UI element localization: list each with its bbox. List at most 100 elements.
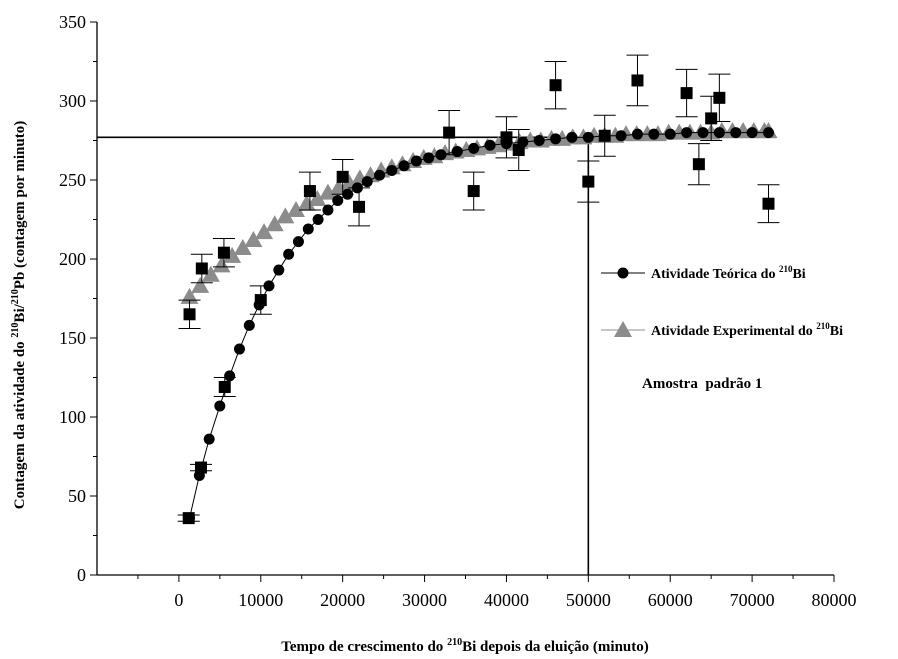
- x-axis-title-prefix: Tempo de crescimento do: [281, 639, 447, 655]
- x-tick-label: 30000: [402, 590, 447, 610]
- legend-label-theoretical-sup: 210: [779, 264, 793, 274]
- theoretical-point: [292, 236, 304, 248]
- measured-point: [303, 185, 316, 198]
- theoretical-point: [664, 128, 676, 140]
- y-tick-label: 350: [59, 12, 86, 32]
- measured-point: [549, 79, 562, 92]
- theoretical-point: [730, 127, 742, 139]
- y-tick-label: 300: [59, 91, 86, 111]
- x-tick-label: 60000: [648, 590, 693, 610]
- x-tick-label: 50000: [566, 590, 611, 610]
- y-axis-title-part2: Bi/: [12, 303, 28, 322]
- theoretical-point: [615, 130, 627, 142]
- experimental-point: [212, 256, 231, 273]
- experimental-point: [191, 276, 210, 293]
- measured-point: [336, 170, 349, 183]
- experimental-point: [223, 246, 242, 263]
- theoretical-point: [243, 319, 255, 331]
- legend-marker-triangle: [614, 321, 632, 337]
- axes: [96, 22, 834, 576]
- measured-point: [692, 158, 705, 171]
- theoretical-point: [374, 169, 386, 181]
- theoretical-point: [681, 127, 693, 139]
- ticks: 0 50 100 150 200 250 300 350 0 10000 20000 30000 400…: [59, 12, 857, 610]
- measured-point: [500, 131, 513, 144]
- experimental-point: [201, 265, 220, 282]
- theoretical-point: [550, 133, 562, 145]
- measured-point: [353, 200, 366, 213]
- theoretical-point: [468, 142, 480, 154]
- theoretical-point: [410, 155, 422, 167]
- measured-point: [713, 91, 726, 104]
- legend-label-theoretical-suffix: Bi: [792, 267, 805, 282]
- theoretical-point: [582, 131, 594, 143]
- theoretical-point: [386, 165, 398, 177]
- y-axis-title: Contagem da atividade do 210Bi/210Pb (co…: [10, 121, 28, 510]
- experimental-point: [318, 183, 337, 200]
- experimental-point: [308, 189, 327, 206]
- sample-annotation: Amostra padrão 1: [642, 376, 762, 392]
- legend-item-experimental: Atividade Experimental do 210Bi: [601, 321, 843, 339]
- x-tick-label: 0: [174, 590, 183, 610]
- theoretical-point: [322, 204, 334, 216]
- theoretical-point: [233, 343, 245, 355]
- theoretical-point: [214, 400, 226, 412]
- x-axis-title: Tempo de crescimento do 210Bi depois da …: [281, 637, 649, 655]
- legend-label-experimental-sup: 210: [816, 321, 830, 331]
- experimental-point: [233, 238, 252, 255]
- measured-point: [218, 380, 231, 393]
- experimental-point: [276, 207, 295, 224]
- theoretical-point: [224, 370, 236, 382]
- theoretical-point: [762, 127, 774, 139]
- measured-point: [705, 112, 718, 125]
- measured-point: [194, 461, 207, 474]
- measured-point: [195, 262, 208, 275]
- series-measured: [177, 54, 780, 525]
- series-layer: [177, 54, 780, 525]
- measured-point: [183, 308, 196, 321]
- y-tick-label: 50: [68, 486, 86, 506]
- y-tick-label: 200: [59, 249, 86, 269]
- measured-point: [443, 126, 456, 139]
- experimental-point: [297, 194, 316, 211]
- legend-label-experimental: Atividade Experimental do 210Bi: [651, 321, 843, 339]
- theoretical-point: [451, 146, 463, 158]
- legend-label-experimental-prefix: Atividade Experimental do: [651, 324, 816, 339]
- y-axis-title-sup1: 210: [10, 323, 21, 338]
- legend: Atividade Teórica do 210Bi Atividade Exp…: [601, 264, 843, 339]
- theoretical-point: [398, 160, 410, 172]
- theoretical-point: [533, 135, 545, 146]
- theoretical-point: [648, 128, 660, 140]
- measured-point: [762, 197, 775, 210]
- theoretical-point: [566, 131, 578, 143]
- theoretical-point: [697, 127, 709, 139]
- x-axis-title-suffix: Bi depois da eluição (minuto): [462, 639, 649, 655]
- x-tick-label: 70000: [730, 590, 775, 610]
- theoretical-point: [631, 128, 643, 140]
- legend-label-experimental-suffix: Bi: [830, 324, 843, 339]
- x-tick-label: 10000: [238, 590, 283, 610]
- experimental-point: [244, 231, 263, 248]
- legend-item-theoretical: Atividade Teórica do 210Bi: [601, 264, 806, 282]
- theoretical-point: [273, 264, 285, 276]
- y-tick-label: 250: [59, 170, 86, 190]
- theoretical-point: [203, 433, 215, 445]
- theoretical-point: [423, 152, 435, 164]
- y-axis-title-part3: Pb (contagem por minuto): [12, 121, 28, 289]
- theoretical-point: [312, 214, 324, 225]
- experimental-point: [255, 223, 274, 240]
- legend-label-theoretical: Atividade Teórica do 210Bi: [651, 264, 806, 282]
- measured-point: [631, 74, 644, 87]
- x-tick-label: 80000: [812, 590, 857, 610]
- measured-point: [582, 175, 595, 188]
- theoretical-point: [332, 195, 344, 207]
- legend-marker-circle: [617, 267, 629, 279]
- measured-point: [254, 294, 267, 307]
- theoretical-point: [746, 127, 758, 139]
- x-tick-label: 40000: [484, 590, 529, 610]
- measured-point: [467, 185, 480, 198]
- measured-point: [680, 87, 693, 100]
- y-tick-label: 0: [77, 565, 86, 585]
- legend-label-theoretical-prefix: Atividade Teórica do: [651, 267, 779, 282]
